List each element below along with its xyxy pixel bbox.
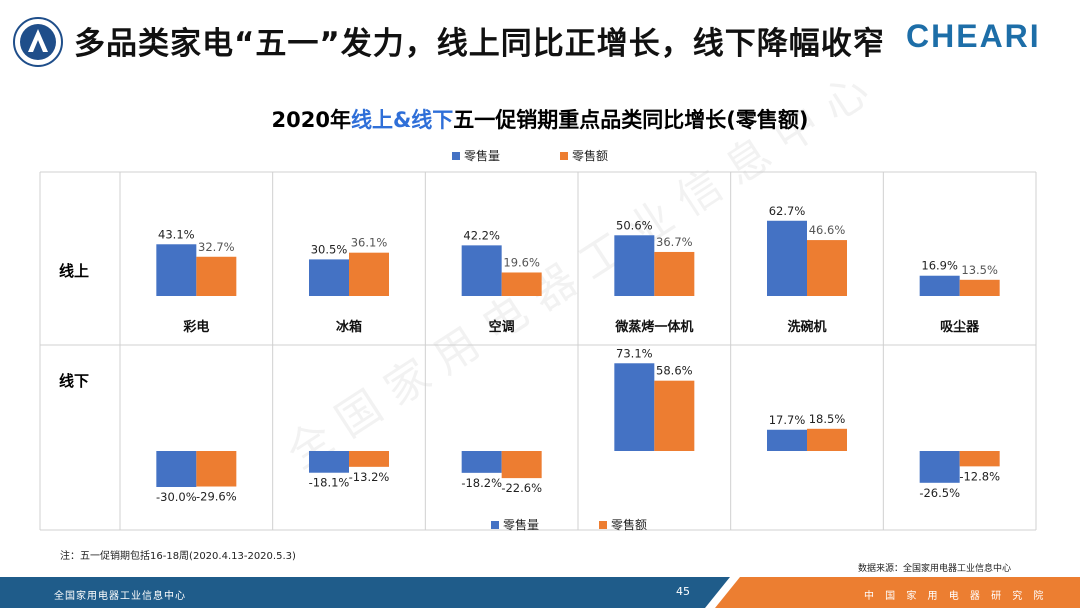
chart-title-suffix: 五一促销期重点品类同比增长(零售额) [453,108,809,132]
legend-bottom-label: 零售量 [503,517,539,532]
category-label: 彩电 [182,319,209,335]
data-label: 32.7% [198,240,235,254]
bar-volume [919,451,960,483]
bar-volume [614,235,655,296]
bar-sales [349,252,389,296]
bar-volume [767,429,807,451]
footer-org-name: 全国家用电器工业信息中心 [54,591,186,602]
data-label: 17.7% [769,413,806,427]
data-label: 13.5% [961,263,998,277]
chart-title: 2020年线上&线下五一促销期重点品类同比增长(零售额) [0,104,1080,134]
page-number: 45 [676,585,690,598]
bar-sales [959,279,1000,296]
data-label: 36.7% [656,235,693,249]
data-label: 50.6% [616,218,653,232]
legend-top-swatch [560,152,568,160]
bar-sales [807,428,847,451]
data-label: 18.5% [809,412,846,426]
row-label: 线上 [59,262,89,280]
data-label: 73.1% [616,346,653,360]
footnote: 注：五一促销期包括16-18周(2020.4.13-2020.5.3) [60,551,296,562]
footer-institute-name: 中 国 家 用 电 器 研 究 院 [864,591,1048,602]
institute-logo [13,17,63,67]
row-label: 线下 [59,372,89,390]
bar-volume [156,451,197,487]
data-source: 数据来源：全国家用电器工业信息中心 [858,564,1012,574]
bar-volume [919,275,960,296]
data-label: -12.8% [959,469,1000,483]
bar-sales [196,451,237,487]
data-label: 58.6% [656,364,693,378]
category-label: 空调 [489,319,515,335]
data-label: 46.6% [809,223,846,237]
data-label: 30.5% [311,242,348,256]
legend-top-swatch [452,152,460,160]
bar-sales [349,451,389,467]
bar-volume [461,245,502,296]
bar-sales [654,380,695,451]
data-label: 36.1% [351,236,388,250]
bar-sales [196,256,237,296]
category-label: 冰箱 [336,319,362,335]
data-label: 43.1% [158,227,195,241]
data-label: -30.0% [156,490,197,504]
data-label: 16.9% [921,259,958,273]
data-label: 42.2% [463,228,500,242]
legend-bottom-swatch [491,521,499,529]
chart-title-prefix: 2020年 [271,108,351,132]
cheari-logo: CHEARI [906,18,1041,54]
data-label: -18.1% [309,476,350,490]
legend-top-label: 零售量 [464,148,500,163]
bar-sales [807,240,847,296]
bar-volume [614,363,655,451]
bar-volume [461,451,502,473]
data-label: -18.2% [461,476,502,490]
bar-sales [501,272,542,296]
category-label: 吸尘器 [940,319,980,335]
bar-volume [767,220,807,296]
legend-bottom-label: 零售额 [611,517,647,532]
bar-volume [156,244,197,296]
data-label: 62.7% [769,204,806,218]
data-label: -13.2% [349,470,390,484]
category-label: 洗碗机 [787,319,826,335]
data-label: 19.6% [503,255,540,269]
chart-title-highlight: 线上&线下 [350,108,454,132]
data-label: -29.6% [196,490,237,504]
footer-bar [0,577,1080,608]
data-label: -22.6% [501,481,542,495]
data-label: -26.5% [919,486,960,500]
legend-bottom-swatch [599,521,607,529]
bar-sales [654,251,695,296]
bar-sales [501,451,542,479]
bar-volume [309,451,349,473]
category-label: 微蒸烤一体机 [614,319,693,335]
bar-volume [309,259,349,296]
bar-sales [959,451,1000,467]
slide-title: 多品类家电“五一”发力，线上同比正增长，线下降幅收窄 [74,26,885,62]
legend-top-label: 零售额 [572,148,608,163]
